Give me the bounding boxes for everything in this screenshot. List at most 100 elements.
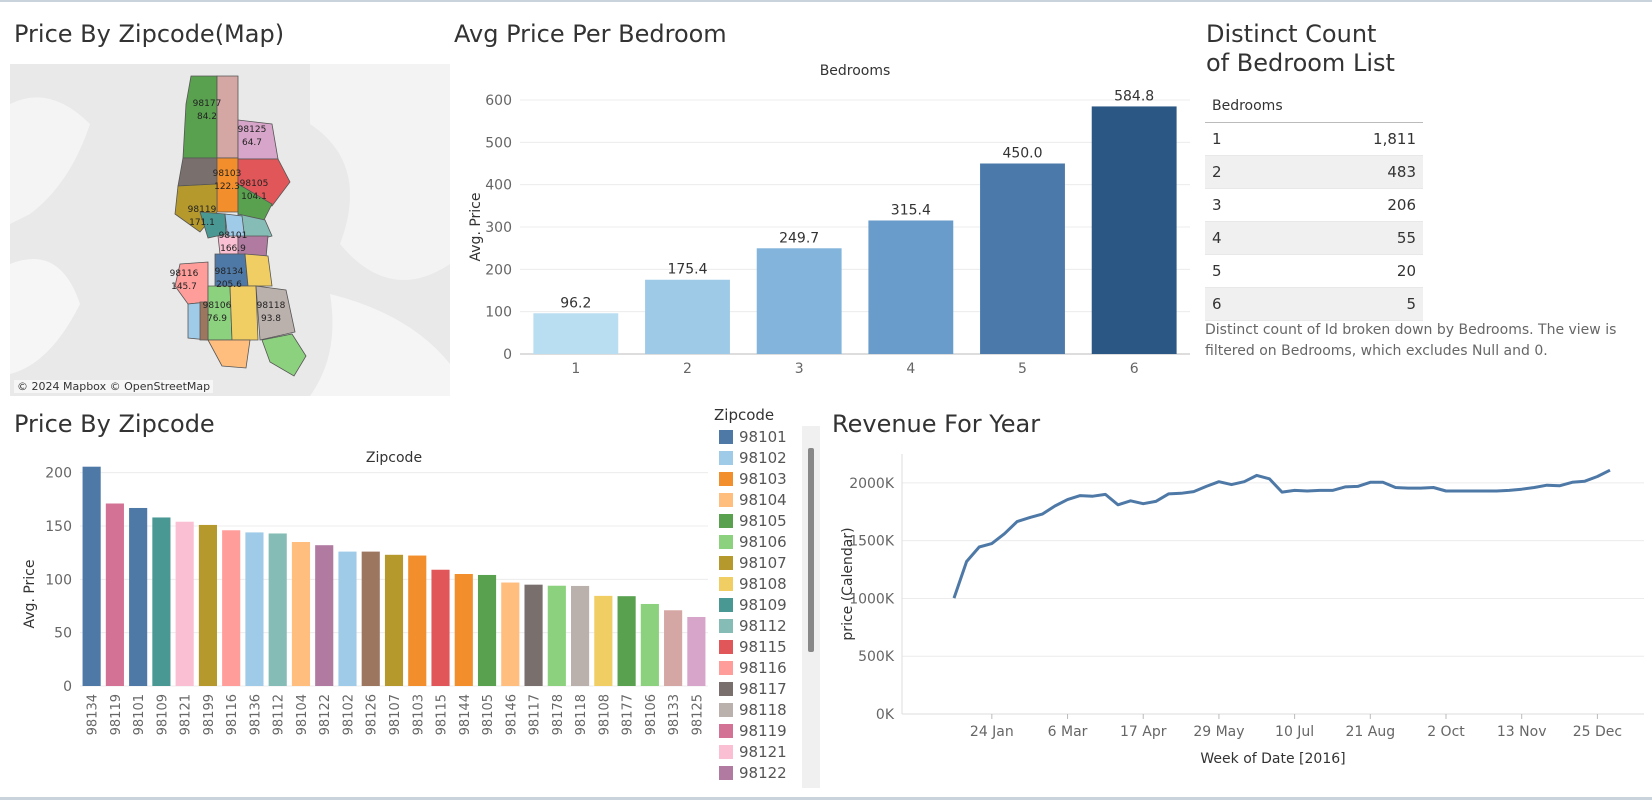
bar[interactable] [594, 595, 613, 686]
top-divider [0, 0, 1652, 2]
legend-label: 98118 [739, 700, 787, 719]
bar[interactable] [129, 507, 148, 686]
legend-label: 98101 [739, 427, 787, 446]
distinct-count-title: Distinct Count of Bedroom List [1206, 20, 1395, 77]
map-label-zip: 98119 [188, 205, 217, 215]
table-cell-bedrooms: 2 [1212, 163, 1222, 181]
x-tick-label: 10 Jul [1275, 724, 1314, 740]
bar[interactable] [222, 530, 241, 686]
bar[interactable] [664, 610, 683, 686]
bar[interactable] [617, 596, 636, 686]
table-row[interactable]: 4 55 [1205, 222, 1423, 255]
bar[interactable] [687, 616, 706, 686]
x-tick-label: 25 Dec [1573, 724, 1622, 740]
x-tick-label: 98126 [365, 694, 380, 735]
legend-title: Zipcode [714, 406, 775, 424]
bar[interactable] [152, 517, 171, 686]
revenue-line[interactable] [952, 468, 1611, 599]
bar[interactable] [454, 574, 473, 686]
legend-item[interactable]: 98118 [714, 699, 794, 720]
zipcode-bar-chart: Zipcode 0 50 100 150 200 Avg. Price 98134 98119 9… [22, 450, 708, 735]
bar[interactable] [756, 248, 842, 354]
bar[interactable] [245, 532, 264, 686]
bar[interactable] [175, 521, 194, 686]
map-canvas: 98177 84.2 98125 64.7 98103 122.3 98105 … [10, 64, 450, 396]
legend-item[interactable]: 98115 [714, 636, 794, 657]
bar[interactable] [198, 524, 217, 686]
legend-item[interactable]: 98102 [714, 447, 794, 468]
legend-swatch [719, 471, 733, 486]
x-tick-label: 98107 [388, 694, 403, 735]
bar[interactable] [82, 466, 101, 686]
map-attribution[interactable]: © 2024 Mapbox © OpenStreetMap [14, 380, 214, 393]
legend-item[interactable]: 98119 [714, 720, 794, 741]
x-tick-label: 13 Nov [1497, 724, 1547, 740]
bar[interactable] [501, 582, 520, 686]
bar[interactable] [868, 220, 954, 354]
bar[interactable] [338, 551, 357, 686]
legend-label: 98117 [739, 679, 787, 698]
bar[interactable] [533, 313, 619, 354]
bar[interactable] [645, 279, 730, 354]
legend-item[interactable]: 98122 [714, 762, 794, 783]
legend-item[interactable]: 98105 [714, 510, 794, 531]
zipcode-legend: Zipcode 98101 98102 98103 98104 98105 98106 98… [714, 406, 794, 792]
legend-item[interactable]: 98101 [714, 426, 794, 447]
map-label-zip: 98105 [240, 179, 269, 189]
legend-item[interactable]: 98108 [714, 573, 794, 594]
legend-item[interactable]: 98116 [714, 657, 794, 678]
legend-item[interactable]: 98109 [714, 594, 794, 615]
y-tick-label: 100 [485, 305, 512, 321]
table-cell-count: 1,811 [1373, 130, 1416, 148]
bar[interactable] [268, 533, 287, 686]
legend-item[interactable]: 98121 [714, 741, 794, 762]
zipcode-map[interactable]: 98177 84.2 98125 64.7 98103 122.3 98105 … [10, 64, 450, 396]
legend-item[interactable]: 98117 [714, 678, 794, 699]
bottom-divider [0, 797, 1652, 800]
bar-value-label: 315.4 [891, 202, 931, 218]
bar[interactable] [291, 542, 311, 686]
x-tick-label: 98112 [272, 694, 287, 735]
table-caption: Distinct count of Id broken down by Bedr… [1205, 322, 1617, 359]
table-row[interactable]: 1 1,811 [1205, 123, 1423, 156]
y-tick-label: 0 [63, 679, 72, 695]
bar[interactable] [1091, 106, 1177, 354]
x-tick-label: 4 [906, 361, 915, 377]
x-tick-label: 98106 [644, 694, 659, 735]
map-label-value: 64.7 [242, 138, 262, 148]
legend-item[interactable]: 98106 [714, 531, 794, 552]
map-label-value: 93.8 [261, 314, 281, 324]
table-row[interactable]: 5 20 [1205, 255, 1423, 288]
table-row[interactable]: 3 206 [1205, 189, 1423, 222]
bar[interactable] [408, 555, 427, 686]
legend-swatch [719, 765, 733, 780]
legend-item[interactable]: 98107 [714, 552, 794, 573]
bar[interactable] [477, 574, 497, 686]
legend-scrollbar[interactable] [802, 426, 820, 788]
legend-scroll-thumb[interactable] [808, 448, 814, 652]
legend-label: 98103 [739, 469, 787, 488]
table-row[interactable]: 2 483 [1205, 156, 1423, 189]
y-tick-label: 600 [485, 93, 512, 109]
bar[interactable] [571, 585, 590, 686]
legend-item[interactable]: 98103 [714, 468, 794, 489]
legend-label: 98102 [739, 448, 787, 467]
x-tick-label: 5 [1018, 361, 1027, 377]
bar[interactable] [361, 551, 380, 686]
table-header-bedrooms: Bedrooms [1205, 98, 1423, 123]
bar[interactable] [547, 585, 566, 686]
legend-swatch [719, 576, 733, 591]
bar[interactable] [524, 584, 543, 686]
bar[interactable] [980, 163, 1065, 355]
bar[interactable] [384, 554, 404, 686]
bar[interactable] [431, 569, 450, 686]
legend-item[interactable]: 98112 [714, 615, 794, 636]
bar[interactable] [640, 603, 659, 686]
legend-item[interactable]: 98104 [714, 489, 794, 510]
legend-label: 98107 [739, 553, 787, 572]
map-label-value: 145.7 [171, 282, 197, 292]
y-axis-label: Avg. Price [468, 193, 484, 262]
bar[interactable] [315, 545, 334, 686]
bar[interactable] [105, 503, 124, 686]
